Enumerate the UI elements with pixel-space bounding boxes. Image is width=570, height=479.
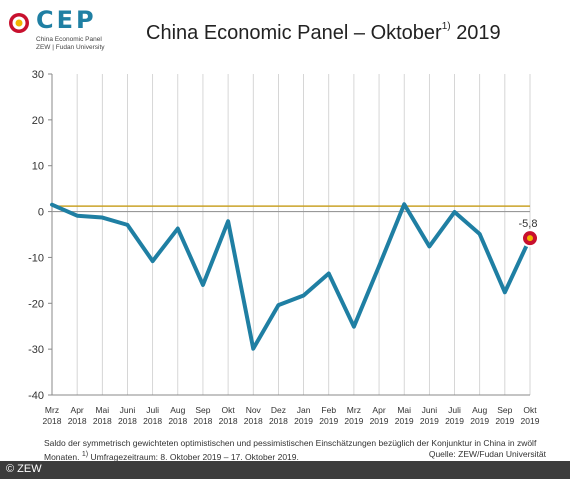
data-point	[302, 293, 306, 297]
x-tick-label-year: 2018	[219, 416, 238, 426]
x-tick-label-year: 2019	[395, 416, 414, 426]
data-point	[352, 325, 356, 329]
x-tick-label-year: 2018	[93, 416, 112, 426]
x-tick-label-month: Okt	[523, 405, 537, 415]
data-point	[377, 264, 381, 268]
footnote-survey-period: Umfragezeitraum: 8. Oktober 2019 – 17. O…	[90, 451, 299, 462]
x-tick-label-month: Feb	[321, 405, 336, 415]
x-tick-label-year: 2018	[43, 416, 62, 426]
x-tick-label-year: 2018	[118, 416, 137, 426]
chart-title: China Economic Panel – Oktober1) 2019	[146, 21, 501, 45]
chart-title-footnote-mark: 1)	[441, 21, 451, 33]
x-tick-label-year: 2019	[495, 416, 514, 426]
data-point	[276, 303, 280, 307]
y-tick-label: 10	[32, 161, 44, 173]
x-tick-label-month: Dez	[271, 405, 286, 415]
data-point	[125, 223, 129, 227]
x-tick-label-year: 2018	[193, 416, 212, 426]
series-line	[50, 202, 532, 351]
x-tick-label-month: Jan	[297, 405, 311, 415]
data-point	[151, 259, 155, 263]
data-point	[201, 283, 205, 287]
logo-subtitle-line-1: China Economic Panel	[36, 36, 102, 43]
x-tick-label-month: Apr	[372, 405, 385, 415]
x-tick-label-month: Juli	[146, 405, 159, 415]
x-tick-label-month: Okt	[221, 405, 235, 415]
x-tick-label-year: 2018	[244, 416, 263, 426]
x-tick-label-month: Juli	[448, 405, 461, 415]
x-tick-label-month: Mrz	[45, 405, 59, 415]
source-label: Quelle: ZEW/Fudan Universität	[428, 449, 546, 459]
data-point	[478, 232, 482, 236]
chart-footnote: Saldo der symmetrisch gewichteten optimi…	[44, 438, 554, 463]
footnote-mark: 1)	[81, 450, 89, 458]
data-point	[50, 203, 54, 207]
y-tick-label: -10	[28, 252, 44, 264]
x-tick-label-year: 2018	[68, 416, 87, 426]
y-tick-label: -20	[28, 298, 44, 310]
x-tick-label-year: 2018	[269, 416, 288, 426]
data-point	[427, 244, 431, 248]
cep-logo-mark	[9, 13, 29, 33]
x-tick-label-year: 2019	[319, 416, 338, 426]
x-tick-label-year: 2019	[521, 416, 540, 426]
data-point	[75, 214, 79, 218]
data-point	[503, 290, 507, 294]
y-tick-label: -30	[28, 344, 44, 356]
x-tick-label-month: Mai	[397, 405, 411, 415]
data-point	[226, 219, 230, 223]
x-tick-label-year: 2019	[370, 416, 389, 426]
x-tick-label-year: 2019	[445, 416, 464, 426]
data-point	[176, 227, 180, 231]
data-point	[327, 271, 331, 275]
data-point	[402, 202, 406, 206]
y-tick-label: 0	[38, 207, 44, 219]
x-tick-label-month: Apr	[71, 405, 84, 415]
logo-text: CEP	[36, 6, 97, 34]
data-point	[251, 347, 255, 351]
x-tick-label-month: Aug	[472, 405, 487, 415]
x-tick-label-year: 2019	[470, 416, 489, 426]
data-point	[100, 216, 104, 220]
chart-title-text: China Economic Panel – Oktober	[146, 22, 442, 44]
logo-subtitle-line-2: ZEW | Fudan University	[36, 44, 105, 51]
latest-marker-center	[527, 235, 533, 242]
data-point	[453, 210, 457, 214]
x-tick-label-year: 2018	[168, 416, 187, 426]
bottom-bar: © ZEW	[0, 461, 570, 479]
copyright-label: © ZEW	[6, 463, 42, 475]
x-tick-label-month: Sep	[497, 405, 512, 415]
y-tick-label: 30	[32, 69, 44, 81]
x-tick-label-year: 2019	[344, 416, 363, 426]
y-tick-label: -40	[28, 390, 44, 402]
footnote-text: Saldo der symmetrisch gewichteten optimi…	[44, 438, 537, 462]
latest-value-label: -5,8	[519, 218, 538, 230]
x-tick-label-month: Mrz	[347, 405, 361, 415]
x-tick-label-month: Nov	[246, 405, 262, 415]
x-tick-label-month: Mai	[95, 405, 109, 415]
x-tick-label-month: Aug	[170, 405, 185, 415]
chart-title-year: 2019	[456, 22, 501, 44]
x-tick-label-year: 2018	[143, 416, 162, 426]
y-tick-label: 20	[32, 115, 44, 127]
x-tick-label-month: Sep	[195, 405, 210, 415]
x-tick-label-year: 2019	[294, 416, 313, 426]
logo-subtitle: China Economic Panel ZEW | Fudan Univers…	[36, 36, 105, 52]
x-tick-label-month: Juni	[120, 405, 136, 415]
x-tick-label-year: 2019	[420, 416, 439, 426]
x-tick-label-month: Juni	[422, 405, 438, 415]
cep-logo: CEP China Economic Panel ZEW | Fudan Uni…	[8, 6, 128, 54]
